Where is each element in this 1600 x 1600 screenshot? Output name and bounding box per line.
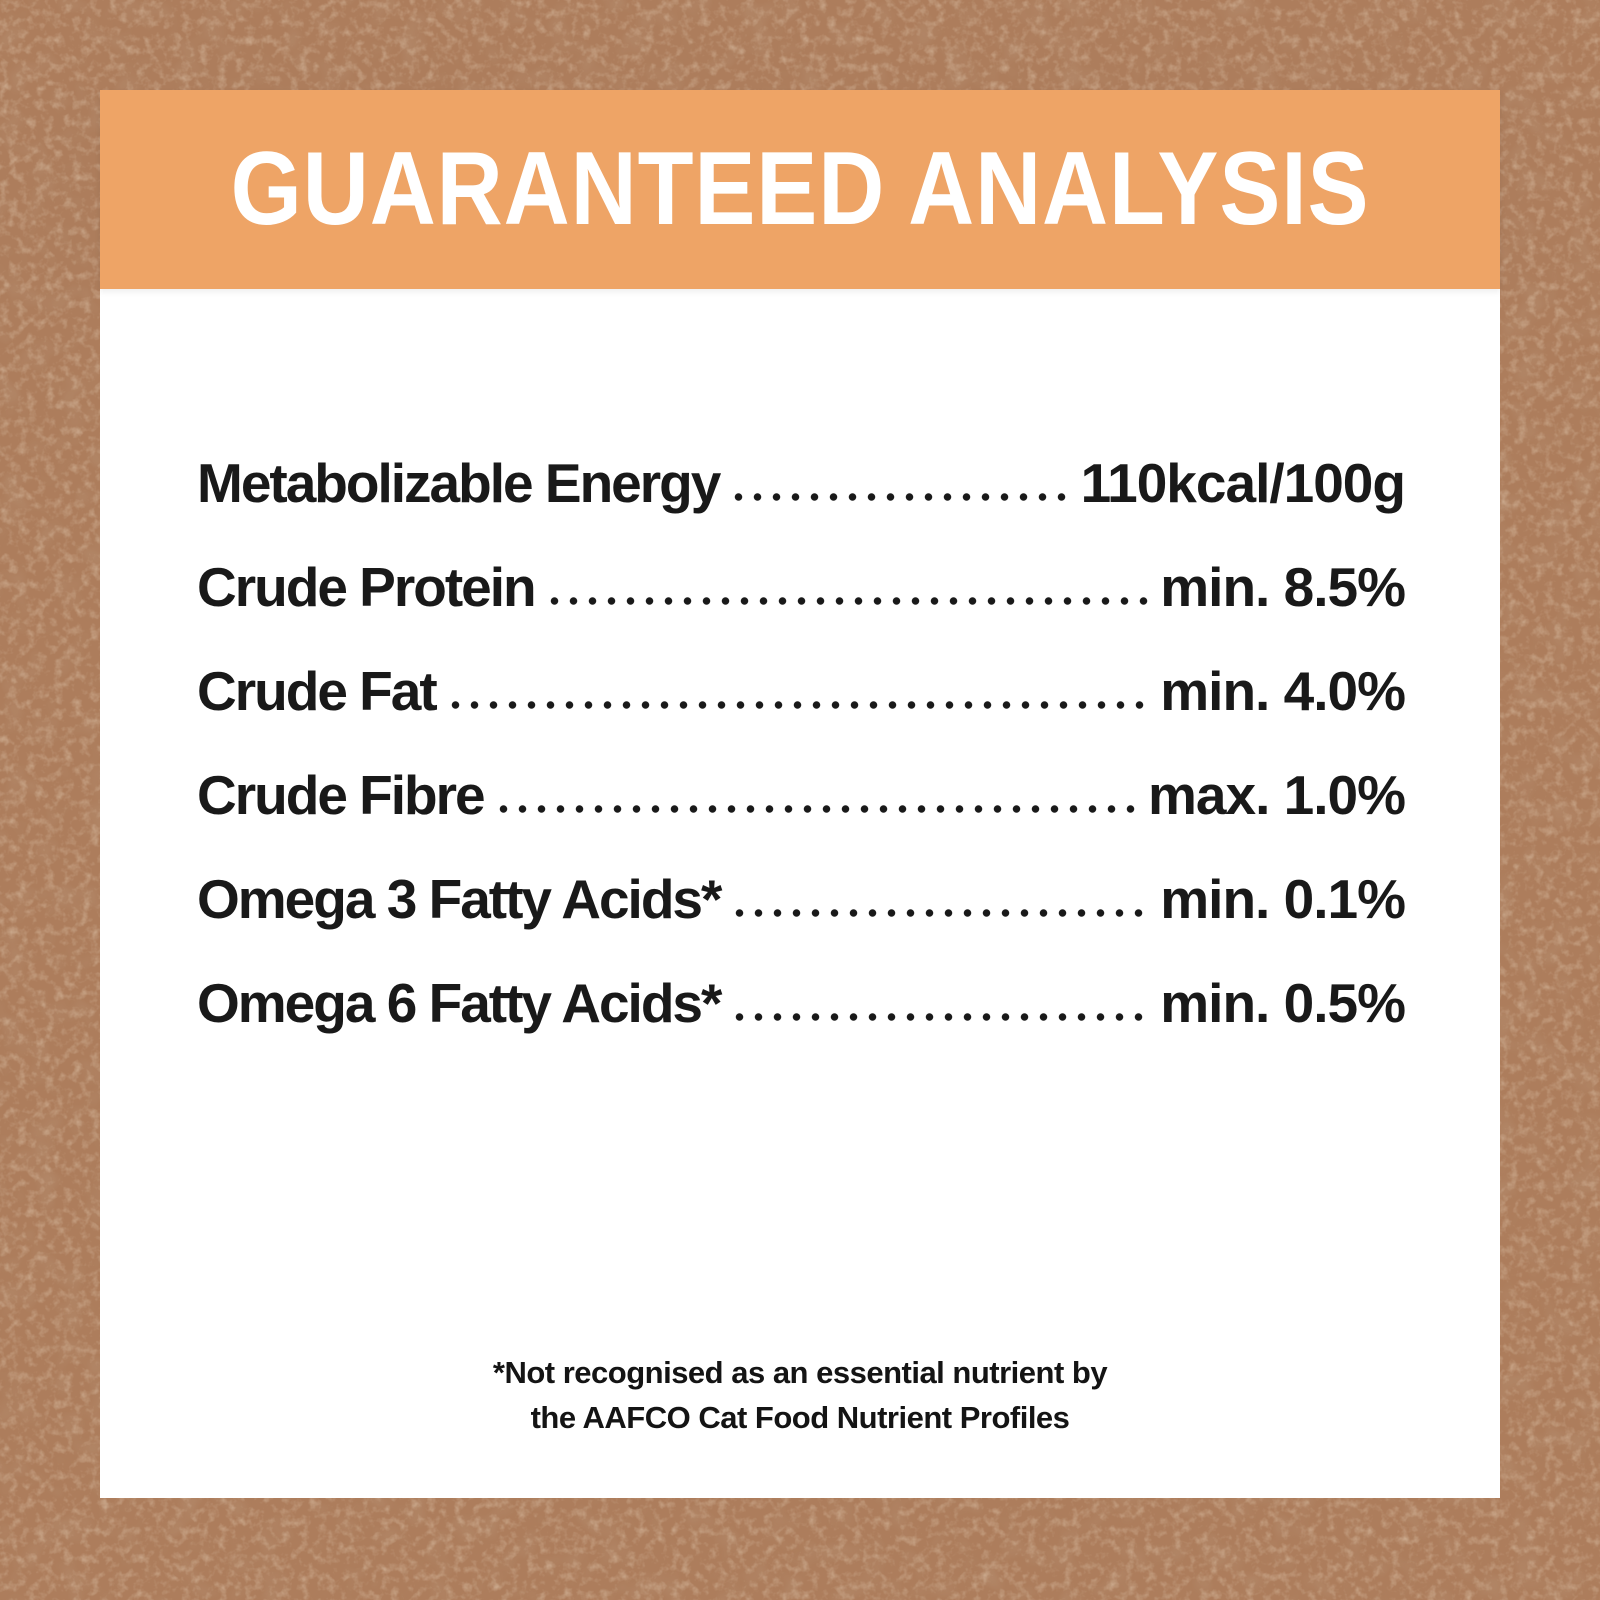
nutrient-name: Omega 3 Fatty Acids* (197, 867, 722, 930)
nutrient-value: max. 1.0% (1147, 763, 1406, 826)
table-row-crude-fibre: Crude Fibre max. 1.0% (197, 723, 1406, 827)
aafco-footnote: *Not recognised as an essential nutrient… (100, 1350, 1500, 1440)
nutrient-name: Crude Fat (197, 659, 438, 722)
nutrient-table: Metabolizable Energy 110kcal/100g Crude … (100, 289, 1500, 1035)
nutrient-value: 110kcal/100g (1080, 451, 1406, 514)
nutrient-value: min. 4.0% (1160, 659, 1406, 722)
nutrient-value: min. 0.1% (1160, 867, 1406, 930)
table-row-omega-3: Omega 3 Fatty Acids* min. 0.1% (197, 827, 1406, 931)
header-band: GUARANTEED ANALYSIS (100, 90, 1500, 289)
nutrient-name: Omega 6 Fatty Acids* (197, 971, 722, 1034)
table-row-metabolizable-energy: Metabolizable Energy 110kcal/100g (197, 411, 1406, 515)
page-title: GUARANTEED ANALYSIS (230, 131, 1370, 247)
nutrient-name: Crude Fibre (197, 763, 486, 826)
nutrient-name: Metabolizable Energy (197, 451, 721, 514)
table-row-crude-protein: Crude Protein min. 8.5% (197, 515, 1406, 619)
dot-leader (730, 1010, 1153, 1024)
dot-leader (729, 490, 1073, 504)
nutrient-value: min. 8.5% (1160, 555, 1406, 618)
dot-leader (493, 802, 1140, 816)
nutrient-name: Crude Protein (197, 555, 537, 618)
guaranteed-analysis-card: GUARANTEED ANALYSIS Metabolizable Energy… (100, 90, 1500, 1498)
nutrient-value: min. 0.5% (1160, 971, 1406, 1034)
footnote-line-2: the AAFCO Cat Food Nutrient Profiles (530, 1400, 1070, 1435)
footnote-line-1: *Not recognised as an essential nutrient… (492, 1355, 1108, 1390)
dot-leader (544, 594, 1153, 608)
dot-leader (445, 698, 1153, 712)
table-row-crude-fat: Crude Fat min. 4.0% (197, 619, 1406, 723)
table-row-omega-6: Omega 6 Fatty Acids* min. 0.5% (197, 931, 1406, 1035)
dot-leader (730, 906, 1153, 920)
